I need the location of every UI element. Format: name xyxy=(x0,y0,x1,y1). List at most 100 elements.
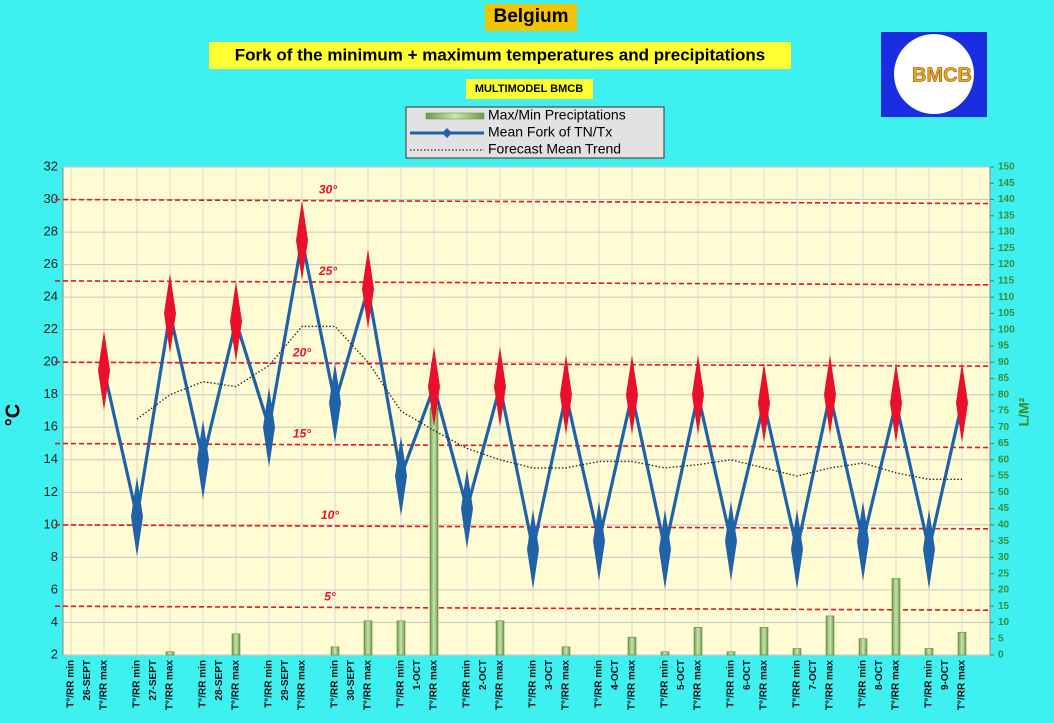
x-tick-label: T°/RR min xyxy=(66,660,77,708)
fork-diamond xyxy=(131,476,143,557)
date-label: 27-SEPT xyxy=(148,660,159,701)
y2-tick-label: 5 xyxy=(998,633,1004,644)
y2-tick-label: 150 xyxy=(998,162,1015,173)
y2-tick-label: 130 xyxy=(998,227,1015,238)
precip-bar xyxy=(858,638,868,656)
fork-diamond xyxy=(164,273,176,354)
y2-tick-label: 80 xyxy=(998,389,1010,400)
y-tick-label: 2 xyxy=(51,646,58,661)
reference-label: 25° xyxy=(318,264,337,278)
y-tick-label: 10 xyxy=(44,516,58,531)
reference-line xyxy=(54,361,991,368)
precip-bar xyxy=(429,407,439,656)
date-label: 8-OCT xyxy=(874,660,885,690)
reference-line xyxy=(54,198,991,205)
y-tick-label: 18 xyxy=(44,386,58,401)
y-tick-label: 32 xyxy=(44,158,58,173)
date-label: 29-SEPT xyxy=(280,660,291,701)
x-tick-label: T°/RR min xyxy=(264,660,275,708)
fork-diamond xyxy=(923,509,935,590)
fork-diamond xyxy=(692,354,704,435)
y2-tick-label: 65 xyxy=(998,438,1010,449)
x-tick-label: T°/RR max xyxy=(957,660,968,711)
y2-tick-label: 75 xyxy=(998,406,1010,417)
x-tick-label: T°/RR max xyxy=(297,660,308,711)
y2-tick-label: 110 xyxy=(998,292,1015,303)
date-label: 1-OCT xyxy=(412,660,423,690)
trend-line xyxy=(136,325,962,480)
y2-tick-label: 25 xyxy=(998,568,1010,579)
fork-diamond xyxy=(494,346,506,427)
fork-diamond xyxy=(263,387,275,468)
date-label: 28-SEPT xyxy=(214,660,225,701)
precip-bar xyxy=(363,620,373,656)
y-tick-label: 8 xyxy=(51,549,58,564)
x-tick-label: T°/RR max xyxy=(627,660,638,711)
x-tick-label: T°/RR min xyxy=(792,660,803,708)
precip-bar xyxy=(891,578,901,656)
y2-tick-label: 45 xyxy=(998,503,1010,514)
date-label: 4-OCT xyxy=(610,660,621,690)
x-tick-label: T°/RR max xyxy=(363,660,374,711)
reference-label: 15° xyxy=(293,427,311,441)
fork-diamond xyxy=(395,436,407,517)
fork-diamond xyxy=(98,330,110,411)
legend-label: Max/Min Preciptations xyxy=(488,107,626,123)
x-tick-label: T°/RR min xyxy=(198,660,209,708)
x-tick-label: T°/RR min xyxy=(660,660,671,708)
y2-tick-label: 0 xyxy=(998,650,1004,661)
precip-bar xyxy=(726,651,736,656)
x-tick-label: T°/RR max xyxy=(165,660,176,711)
x-tick-label: T°/RR min xyxy=(462,660,473,708)
y2-tick-label: 50 xyxy=(998,487,1010,498)
model-box xyxy=(466,79,593,99)
x-tick-label: T°/RR min xyxy=(924,660,935,708)
y2-tick-label: 70 xyxy=(998,422,1010,433)
legend-label: Mean Fork of TN/Tx xyxy=(488,124,612,140)
y2-tick-label: 10 xyxy=(998,617,1010,628)
y2-tick-label: 105 xyxy=(998,308,1015,319)
fork-diamond xyxy=(230,281,242,362)
fork-diamond xyxy=(956,362,968,443)
x-tick-label: T°/RR min xyxy=(726,660,737,708)
y-tick-label: 20 xyxy=(44,354,58,369)
fork-diamond xyxy=(428,346,440,427)
precip-bar xyxy=(957,631,967,656)
fork-diamond xyxy=(560,354,572,435)
y2-tick-label: 145 xyxy=(998,178,1015,189)
fork-diamond xyxy=(362,249,374,329)
fork-diamond xyxy=(329,362,341,443)
y-tick-label: 16 xyxy=(44,419,58,434)
y-tick-label: 6 xyxy=(51,581,58,596)
date-label: 30-SEPT xyxy=(346,660,357,701)
precip-bar xyxy=(759,627,769,656)
date-label: 6-OCT xyxy=(742,660,753,690)
y2-axis-label: L/M² xyxy=(1016,397,1032,426)
precip-bar xyxy=(792,648,802,656)
reference-line xyxy=(54,442,991,449)
legend-label: Forecast Mean Trend xyxy=(488,141,621,157)
fork-diamond xyxy=(659,509,671,590)
x-tick-label: T°/RR min xyxy=(132,660,143,708)
y-tick-label: 12 xyxy=(44,484,58,499)
x-tick-label: T°/RR max xyxy=(759,660,770,711)
fork-diamond xyxy=(461,468,473,549)
logo-disc xyxy=(894,34,974,114)
y2-tick-label: 55 xyxy=(998,471,1010,482)
reference-label: 20° xyxy=(292,345,311,359)
reference-label: 5° xyxy=(324,589,336,603)
date-label: 3-OCT xyxy=(544,660,555,690)
x-tick-label: T°/RR max xyxy=(561,660,572,711)
y2-tick-label: 35 xyxy=(998,536,1010,547)
fork-diamond xyxy=(527,509,539,590)
y2-tick-label: 125 xyxy=(998,243,1015,254)
title-box xyxy=(485,4,577,31)
x-tick-label: T°/RR min xyxy=(528,660,539,708)
y2-tick-label: 95 xyxy=(998,341,1010,352)
x-tick-label: T°/RR max xyxy=(429,660,440,711)
chart-title: Belgium xyxy=(494,6,569,27)
y2-tick-label: 120 xyxy=(998,259,1015,270)
date-label: 2-OCT xyxy=(478,660,489,690)
date-label: 9-OCT xyxy=(940,660,951,690)
x-tick-label: T°/RR max xyxy=(693,660,704,711)
